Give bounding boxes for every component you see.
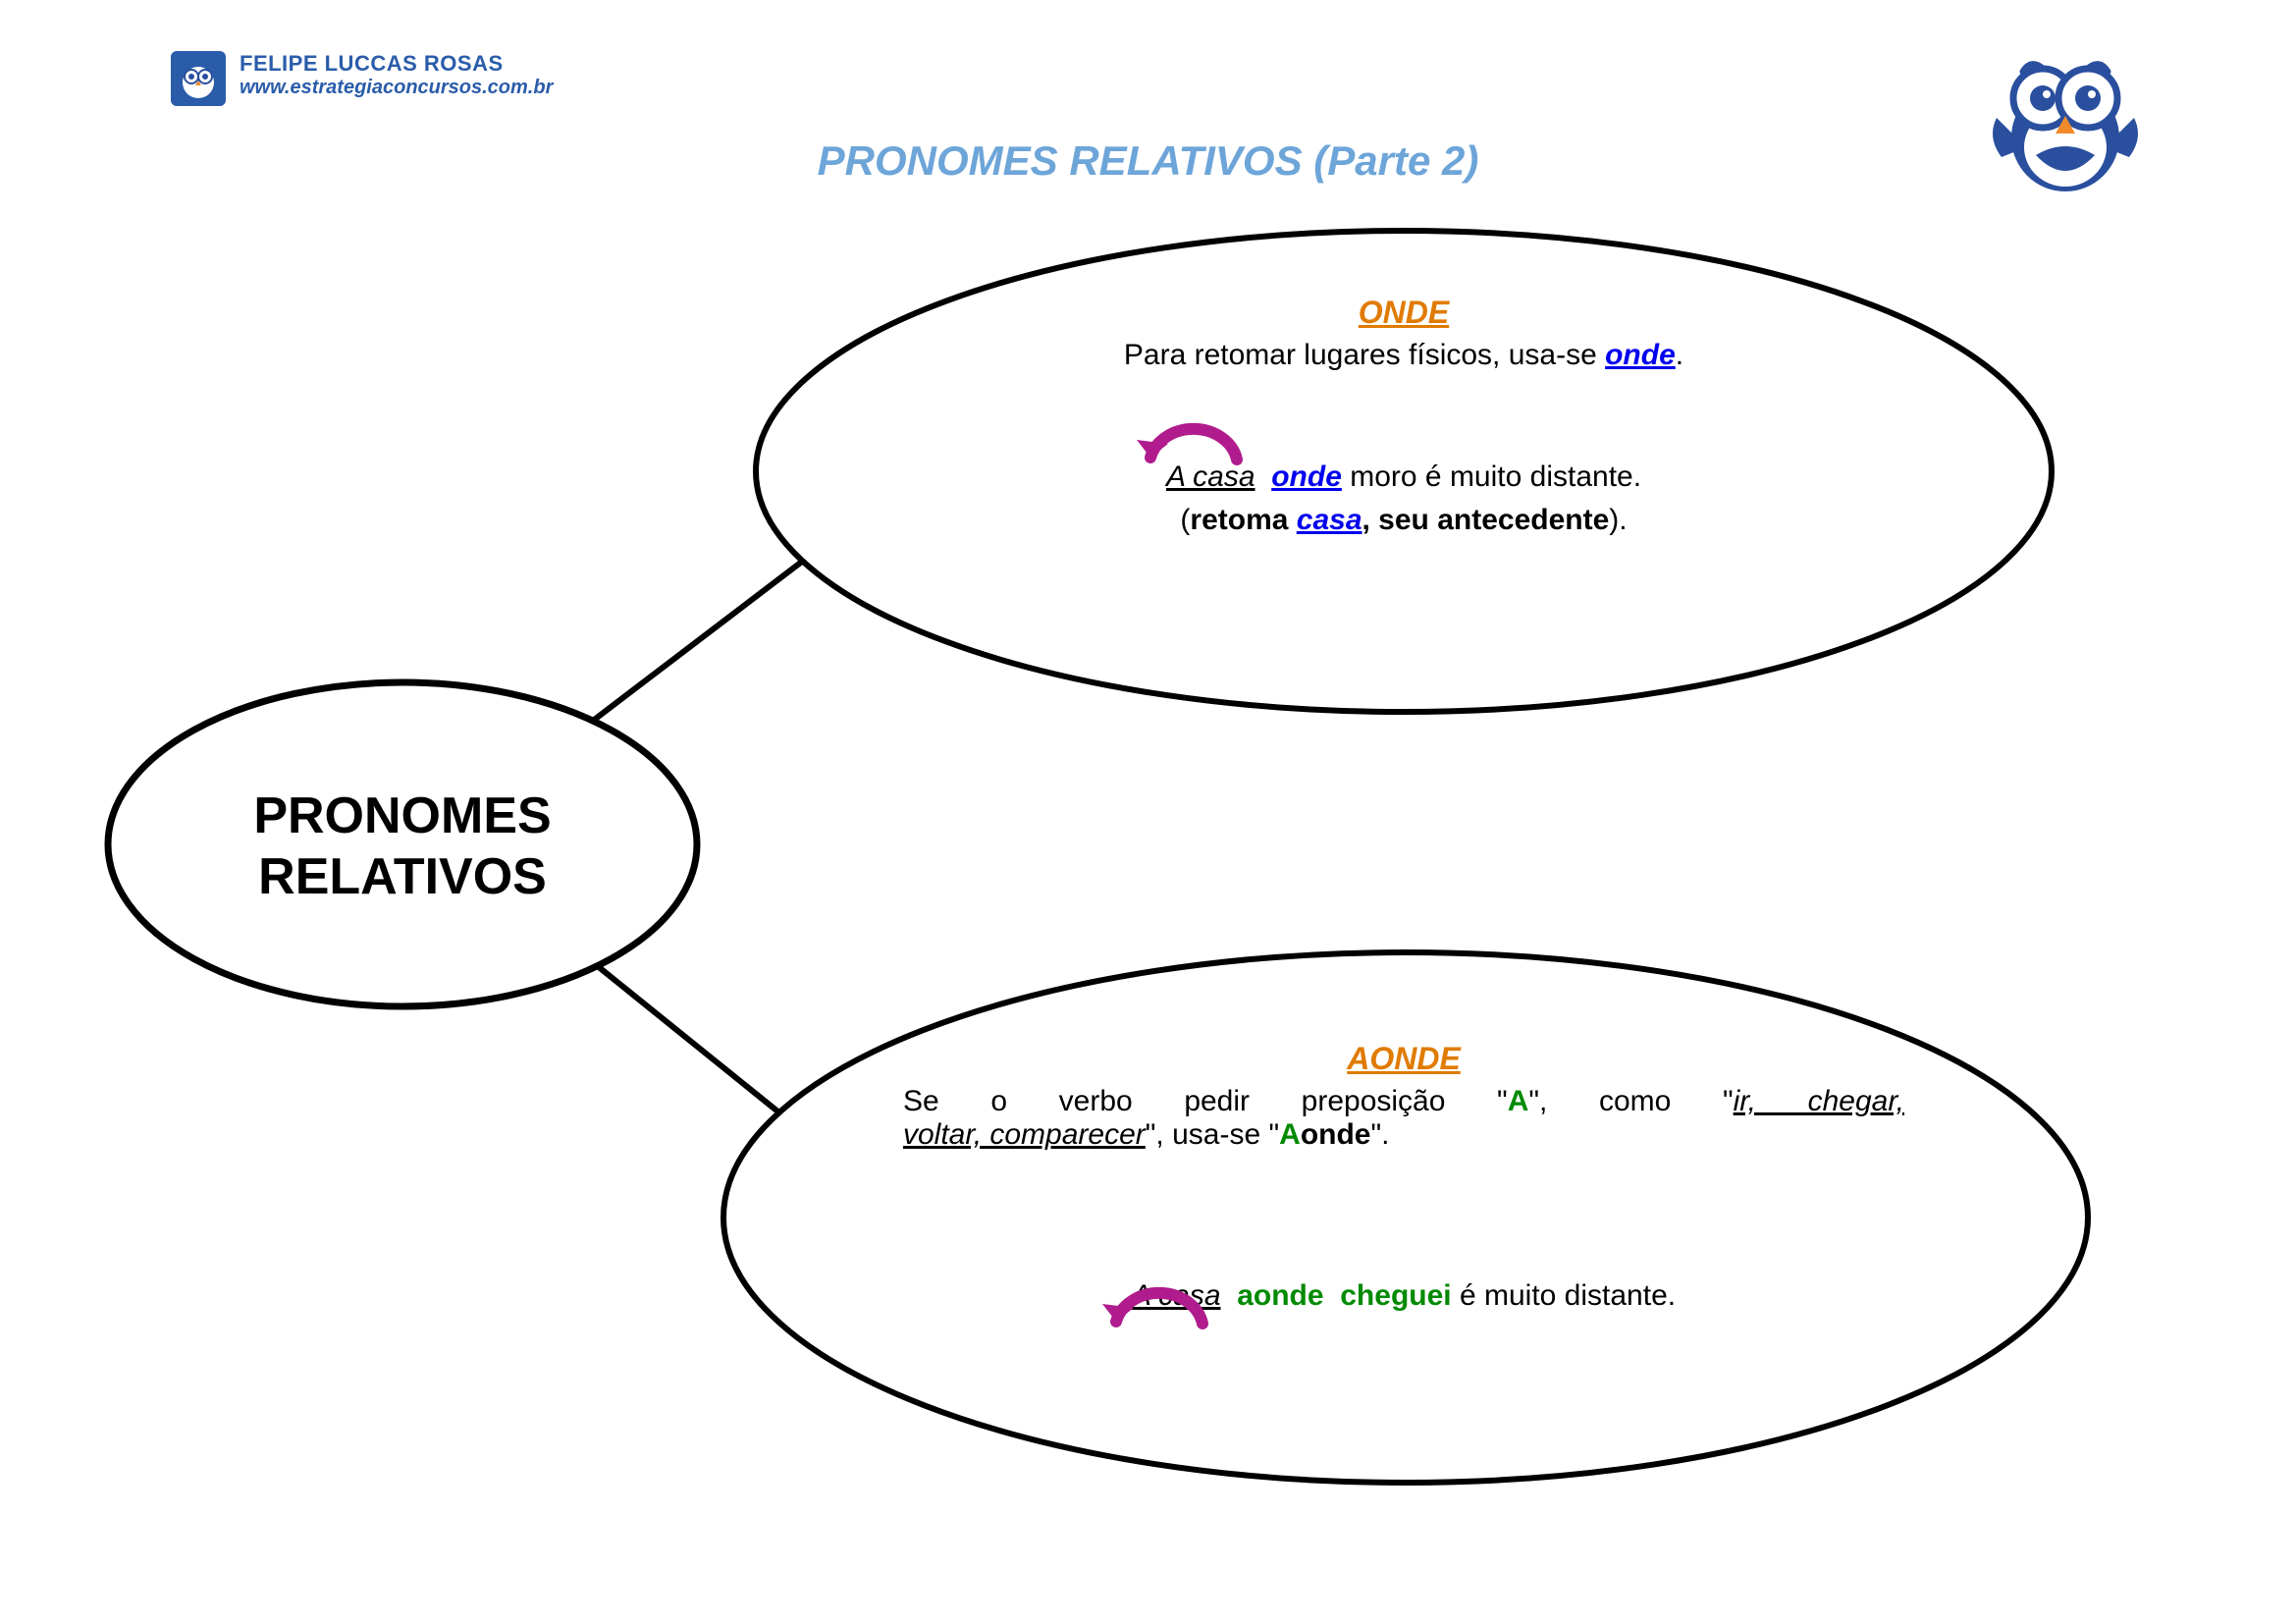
onde-title: ONDE xyxy=(864,295,1944,331)
aonde-ex-a: a xyxy=(1237,1279,1254,1312)
root-line2: RELATIVOS xyxy=(258,848,547,905)
onde-arrow-icon xyxy=(1129,410,1256,484)
aonde-desc: Se o verbo pedir preposição "A", como "i… xyxy=(864,1085,1944,1152)
onde-note-kw: casa xyxy=(1297,504,1362,536)
aonde-p1: Se o verbo pedir preposição " xyxy=(903,1085,1508,1117)
onde-desc-kw: onde xyxy=(1605,339,1676,371)
onde-note: (retoma casa, seu antecedente). xyxy=(864,504,1944,537)
onde-note-b2: , seu antecedente xyxy=(1362,504,1610,536)
onde-note-close: ). xyxy=(1609,504,1627,536)
onde-ex-kw: onde xyxy=(1271,460,1342,493)
aonde-p2: ", como " xyxy=(1528,1085,1733,1117)
onde-content: ONDE Para retomar lugares físicos, usa-s… xyxy=(864,295,1944,537)
aonde-it-part2: voltar, comparecer xyxy=(903,1118,1146,1151)
onde-desc: Para retomar lugares físicos, usa-se ond… xyxy=(864,339,1944,372)
aonde-it-part1: ir, chegar, xyxy=(1734,1085,1904,1117)
root-line1: PRONOMES xyxy=(253,787,551,844)
onde-desc-suffix: . xyxy=(1676,339,1683,371)
onde-example: A casa onde moro é muito distante. xyxy=(864,460,1944,494)
onde-desc-prefix: Para retomar lugares físicos, usa-se xyxy=(1124,339,1605,371)
aonde-title: AONDE xyxy=(864,1041,1944,1077)
root-label: PRONOMES RELATIVOS xyxy=(187,785,618,908)
aonde-p3: ", usa-se " xyxy=(1146,1118,1279,1151)
onde-ex-mid: moro é muito distante. xyxy=(1342,460,1641,493)
aonde-ex-cheguei: cheguei xyxy=(1340,1279,1451,1312)
onde-note-open: ( xyxy=(1180,504,1190,536)
aonde-ex-suffix: é muito distante. xyxy=(1452,1279,1676,1312)
aonde-A2: A xyxy=(1279,1118,1301,1151)
aonde-arrow-icon xyxy=(1095,1274,1222,1348)
aonde-example: A casa aonde cheguei é muito distante. xyxy=(864,1279,1944,1313)
onde-note-b1: retoma xyxy=(1190,504,1296,536)
aonde-ex-onde: onde xyxy=(1254,1279,1324,1312)
aonde-A: A xyxy=(1508,1085,1529,1117)
aonde-p4: ". xyxy=(1370,1118,1389,1151)
aonde-content: AONDE Se o verbo pedir preposição "A", c… xyxy=(864,1041,1944,1313)
aonde-onde: onde xyxy=(1301,1118,1371,1151)
